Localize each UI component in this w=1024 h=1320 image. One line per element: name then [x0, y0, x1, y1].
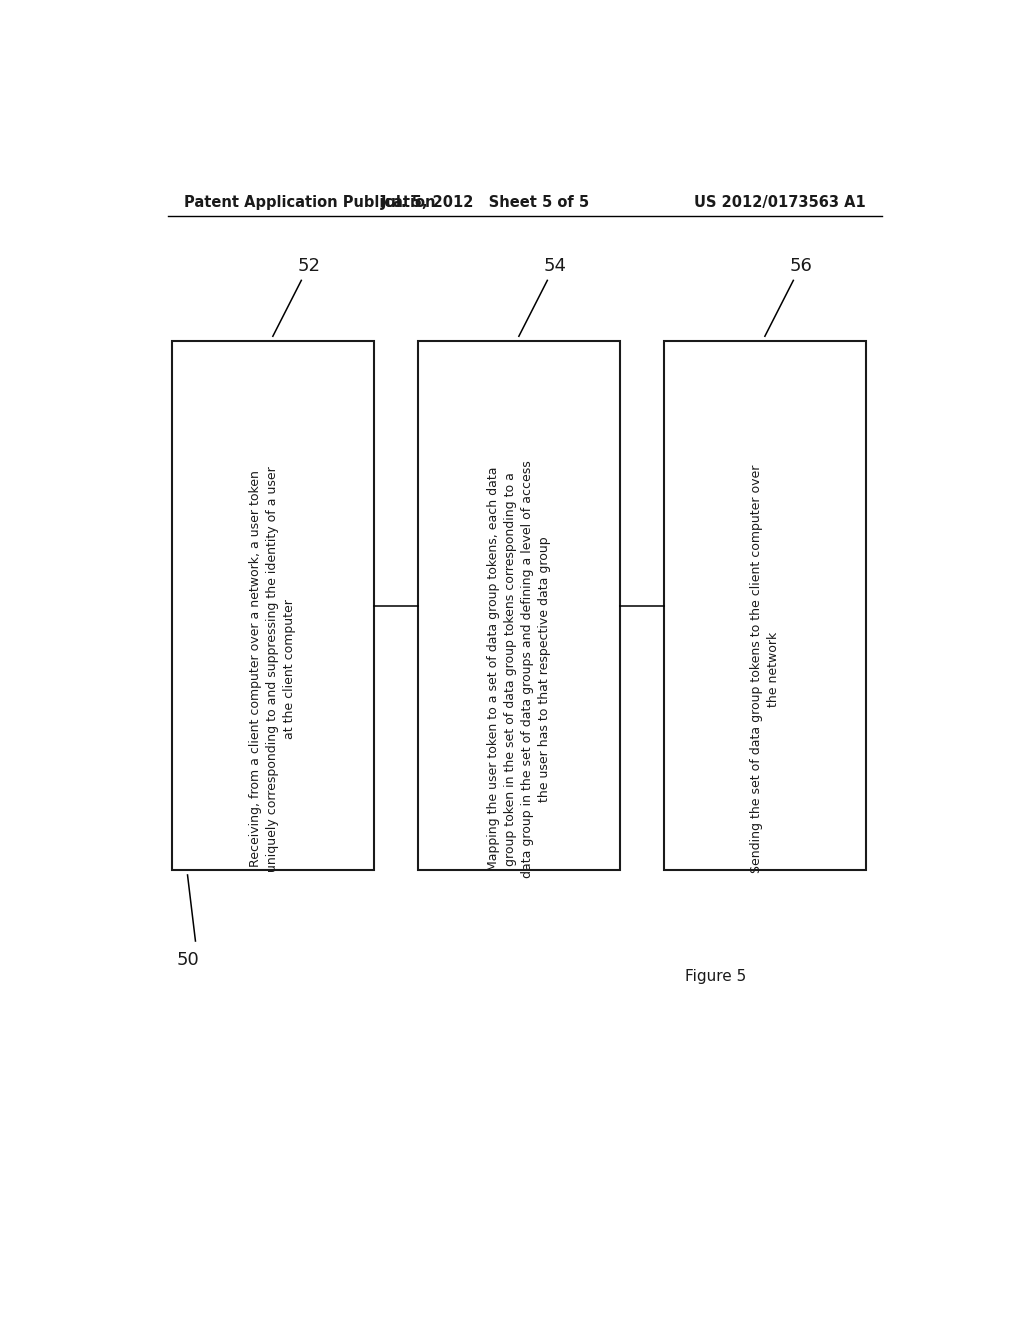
- Text: 56: 56: [790, 257, 813, 276]
- Text: Patent Application Publication: Patent Application Publication: [183, 194, 435, 210]
- Text: Figure 5: Figure 5: [685, 969, 745, 985]
- Text: 54: 54: [544, 257, 566, 276]
- Bar: [664, 342, 866, 870]
- Text: Mapping the user token to a set of data group tokens, each data
group token in t: Mapping the user token to a set of data …: [486, 461, 551, 878]
- Bar: [418, 342, 621, 870]
- Text: Jul. 5, 2012   Sheet 5 of 5: Jul. 5, 2012 Sheet 5 of 5: [381, 194, 590, 210]
- Text: 52: 52: [298, 257, 321, 276]
- Text: 50: 50: [176, 952, 199, 969]
- Bar: [172, 342, 374, 870]
- Text: Sending the set of data group tokens to the client computer over
the network: Sending the set of data group tokens to …: [750, 465, 780, 874]
- Text: Receiving, from a client computer over a network, a user token
uniquely correspo: Receiving, from a client computer over a…: [249, 466, 296, 873]
- Text: US 2012/0173563 A1: US 2012/0173563 A1: [694, 194, 866, 210]
